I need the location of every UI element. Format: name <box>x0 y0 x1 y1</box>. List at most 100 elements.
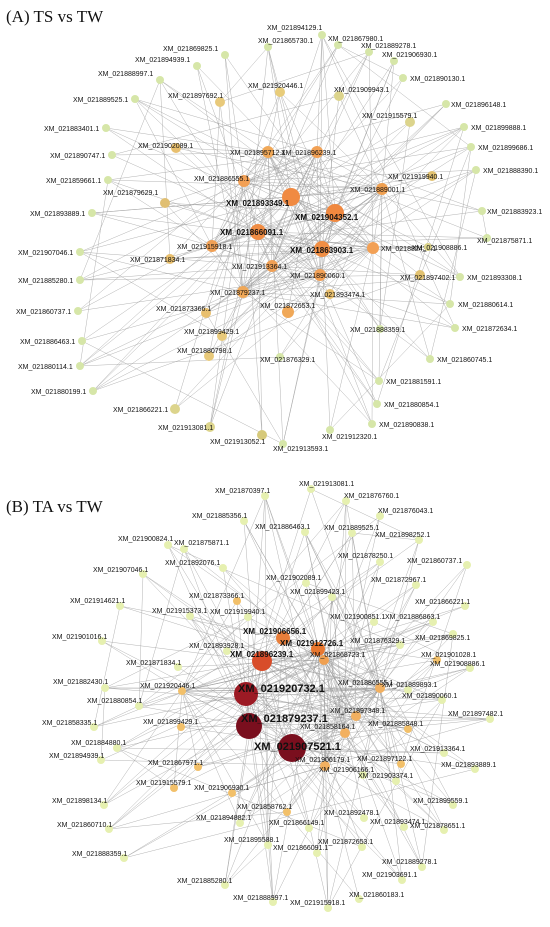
node-label: XM_021875871.1 <box>477 238 532 245</box>
node-circle <box>279 440 287 448</box>
network-edge <box>248 633 454 727</box>
network-node: XM_021869825.1 <box>415 630 470 642</box>
network-edge <box>224 844 269 886</box>
node-circle <box>89 387 97 395</box>
network-edge <box>247 616 250 727</box>
network-edge <box>355 667 471 717</box>
node-label: XM_021860710.1 <box>57 822 112 829</box>
node-label: XM_021870397.1 <box>215 488 270 495</box>
node-circle <box>160 198 170 208</box>
node-circle <box>311 146 323 158</box>
network-edge <box>282 637 363 848</box>
node-label: XM_021899559.1 <box>413 798 468 805</box>
node-label: XM_021906166.1 <box>319 767 374 774</box>
node-circle <box>334 41 342 49</box>
network-edge <box>242 247 374 293</box>
node-circle <box>367 242 379 254</box>
network-node: XM_021895588.1 <box>224 837 279 849</box>
network-edge <box>317 648 443 701</box>
network-edge <box>243 151 269 182</box>
network-edge <box>261 660 274 903</box>
network-edge <box>248 687 381 727</box>
node-circle <box>424 243 432 251</box>
node-label: XM_021907046.1 <box>93 567 148 574</box>
node-circle <box>180 545 188 553</box>
network-edge <box>103 660 263 806</box>
network-edge <box>304 531 454 806</box>
network-node: XM_021914621.1 <box>70 598 125 610</box>
node-circle <box>449 630 457 638</box>
node-circle <box>217 331 227 341</box>
network-edge <box>323 659 445 831</box>
network-edge <box>344 500 347 734</box>
network-edge <box>379 687 403 881</box>
node-label: XM_021866091.1 <box>273 845 328 852</box>
node-label: XM_021866091.1 <box>220 228 284 237</box>
node-label: XM_021894129.1 <box>267 25 322 32</box>
node-label: XM_021879629.1 <box>103 190 158 197</box>
node-label: XM_021866221.1 <box>113 407 168 414</box>
node-circle <box>399 74 407 82</box>
node-label: XM_021897348.1 <box>330 708 385 715</box>
node-label: XM_021858762.1 <box>237 804 292 811</box>
node-label: XM_021879237.1 <box>210 290 265 297</box>
network-node: XM_021858762.1 <box>237 804 292 816</box>
network-node: XM_021906166.1 <box>319 767 374 779</box>
node-circle <box>201 308 211 318</box>
panel-b-title: (B) TA vs TW <box>6 497 104 516</box>
network-edge <box>242 103 447 293</box>
network-edge <box>261 531 306 662</box>
node-label: XM_021888997.1 <box>98 71 153 78</box>
node-circle <box>164 541 172 549</box>
network-edge <box>337 44 472 148</box>
network-edge <box>239 687 381 824</box>
network-node: XM_021889525.1 <box>73 95 139 104</box>
network-edge <box>108 648 319 830</box>
node-label: XM_021872634.1 <box>462 326 517 333</box>
node-label: XM_021868723.1 <box>310 652 365 659</box>
node-label: XM_021915918.1 <box>290 900 345 907</box>
node-circle <box>275 87 285 97</box>
network-edge <box>116 660 263 749</box>
node-label: XM_021865730.1 <box>258 38 313 45</box>
network-node: XM_021873366.1 <box>156 306 211 318</box>
node-circle <box>170 784 178 792</box>
network-edge <box>261 660 405 828</box>
network-node: XM_021898252.1 <box>375 532 430 544</box>
node-circle <box>139 570 147 578</box>
network-edge <box>180 687 381 728</box>
network-edge <box>267 151 421 276</box>
network-edge <box>286 765 326 813</box>
network-node: XM_021888359.1 <box>72 851 128 862</box>
node-label: XM_021893928.1 <box>189 643 244 650</box>
network-node: XM_021893308.1 <box>456 273 522 282</box>
network-edge <box>334 103 447 214</box>
network-edge <box>282 637 325 661</box>
network-edge <box>329 247 374 431</box>
node-circle <box>269 898 277 906</box>
network-node: XM_021915918.1 <box>177 240 232 252</box>
network-edge <box>291 747 445 831</box>
network-edge <box>134 98 321 276</box>
node-circle <box>101 684 109 692</box>
network-edge <box>317 648 454 806</box>
node-circle <box>307 485 315 493</box>
node-label: XM_021920446.1 <box>140 683 195 690</box>
node-label: XM_021883923.1 <box>487 209 542 216</box>
node-circle <box>223 647 231 655</box>
network-edge <box>271 188 383 267</box>
network-edge <box>323 621 434 661</box>
network-edge <box>279 188 383 358</box>
network-node: XM_021873366.1 <box>189 593 244 605</box>
network-edge <box>79 151 318 367</box>
network-edge <box>123 768 476 859</box>
network-edge <box>174 180 245 410</box>
network-node: XM_021880798.1 <box>177 348 232 361</box>
network-edge <box>159 79 269 153</box>
network-node: XM_021882430.1 <box>367 242 436 254</box>
network-edge <box>291 561 381 749</box>
network-edge <box>291 747 402 765</box>
network-edge <box>400 564 468 765</box>
network-node: XM_021894939.1 <box>135 57 201 70</box>
network-edge <box>189 615 319 650</box>
